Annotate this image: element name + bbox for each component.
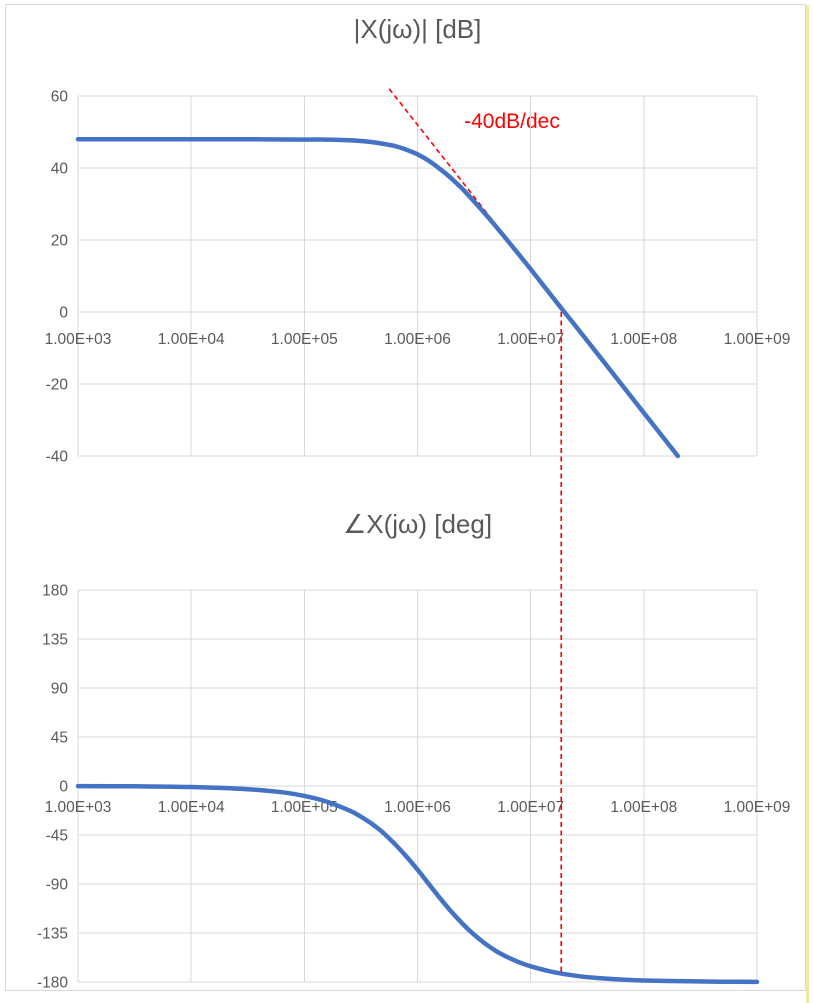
phase-curve[interactable] bbox=[75, 783, 760, 985]
column-highlight-strip bbox=[806, 5, 809, 1003]
x-tick-label: 1.00E+03 bbox=[45, 799, 112, 816]
phase-chart-title: ∠X(jω) [deg] bbox=[342, 509, 493, 539]
axis-tick-labels: 1.00E+03 1.00E+04 1.00E+05 1.00E+06 1.00E+07… bbox=[45, 89, 791, 466]
y-tick-label: 60 bbox=[51, 89, 69, 106]
y-tick-label: 45 bbox=[51, 730, 68, 747]
x-tick-label: 1.00E+07 bbox=[497, 799, 564, 816]
y-tick-label: 135 bbox=[42, 632, 68, 649]
y-tick-label: 40 bbox=[51, 161, 69, 178]
x-tick-label: 1.00E+04 bbox=[158, 331, 225, 348]
x-tick-label: 1.00E+03 bbox=[45, 331, 112, 348]
x-tick-label: 1.00E+05 bbox=[271, 799, 338, 816]
axis-tick-labels: 1.00E+03 1.00E+04 1.00E+05 1.00E+06 1.00E+07… bbox=[37, 583, 790, 992]
y-tick-label: -20 bbox=[46, 377, 69, 394]
y-tick-label: 90 bbox=[51, 681, 69, 698]
x-tick-label: 1.00E+08 bbox=[610, 799, 677, 816]
gridlines bbox=[77, 589, 758, 983]
y-tick-label: -90 bbox=[46, 877, 69, 894]
x-tick-label: 1.00E+08 bbox=[610, 331, 677, 348]
slope-annotation: -40dB/dec bbox=[464, 110, 560, 133]
y-tick-label: -40 bbox=[46, 449, 69, 466]
y-tick-label: -45 bbox=[46, 828, 68, 845]
y-tick-label: -180 bbox=[37, 975, 68, 992]
x-tick-label: 1.00E+06 bbox=[384, 799, 451, 816]
y-tick-label: -135 bbox=[37, 926, 68, 943]
gridlines bbox=[77, 95, 758, 457]
x-tick-label: 1.00E+09 bbox=[724, 331, 791, 348]
x-tick-label: 1.00E+07 bbox=[497, 331, 564, 348]
y-tick-label: 180 bbox=[42, 583, 68, 600]
magnitude-chart[interactable] bbox=[5, 4, 806, 497]
magnitude-chart-title: |X(jω)| [dB] bbox=[353, 14, 482, 44]
y-tick-label: 0 bbox=[59, 779, 68, 796]
x-tick-label: 1.00E+04 bbox=[158, 799, 225, 816]
magnitude-curve[interactable] bbox=[75, 136, 681, 459]
phase-chart[interactable] bbox=[5, 496, 806, 991]
x-tick-label: 1.00E+09 bbox=[724, 799, 791, 816]
y-tick-label: 0 bbox=[59, 305, 68, 322]
x-tick-label: 1.00E+05 bbox=[271, 331, 338, 348]
x-tick-label: 1.00E+06 bbox=[384, 331, 451, 348]
y-tick-label: 20 bbox=[51, 233, 69, 250]
